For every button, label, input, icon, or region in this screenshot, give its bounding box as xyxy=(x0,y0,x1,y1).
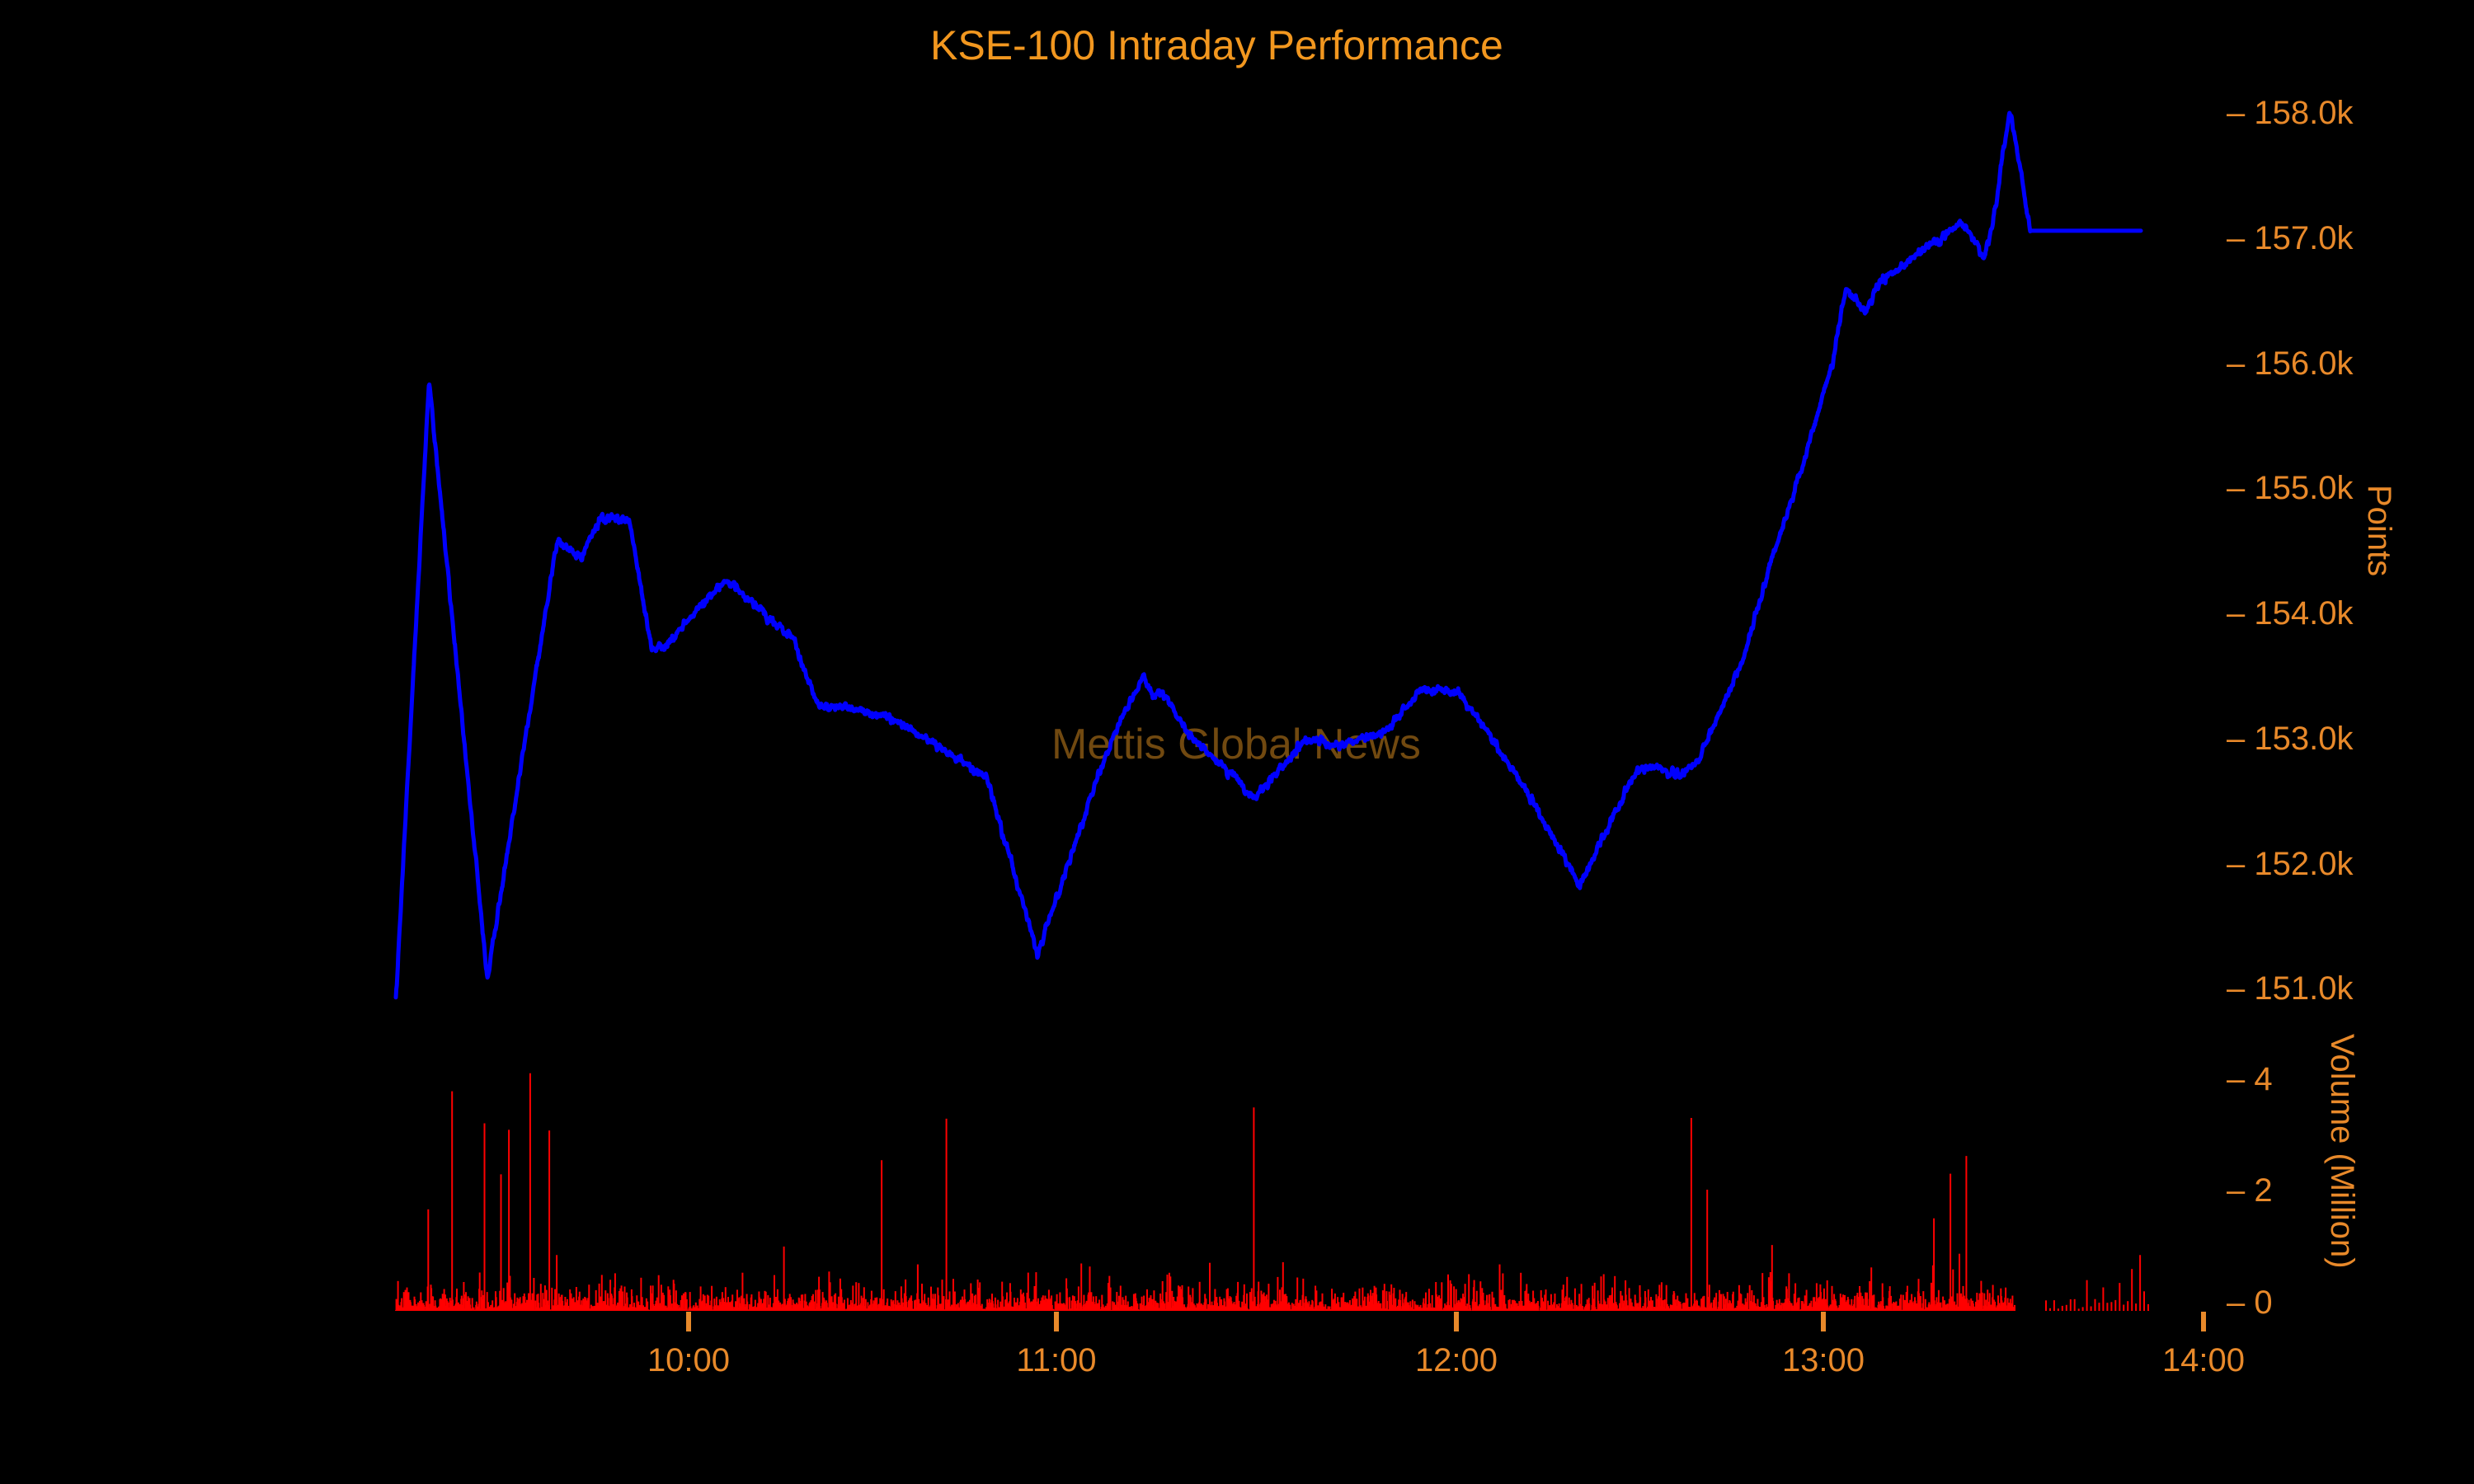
svg-text:Mettis Global News: Mettis Global News xyxy=(1051,721,1421,768)
